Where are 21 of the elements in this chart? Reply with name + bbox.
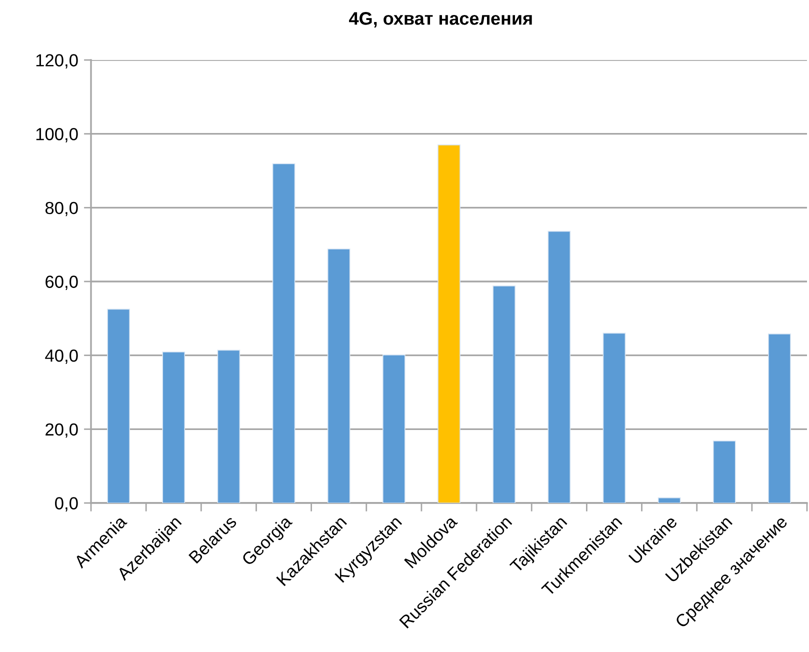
bar [438, 144, 460, 503]
bar [217, 350, 240, 503]
y-tick-label: 20,0 [46, 423, 78, 438]
y-tick-label: 80,0 [45, 202, 78, 216]
y-tick-label: 40,0 [45, 350, 78, 364]
y-tick-label: 60,0 [46, 276, 78, 290]
bar [658, 497, 681, 503]
bar [382, 354, 406, 503]
bar [327, 248, 350, 503]
bar [548, 230, 571, 503]
bar [492, 286, 516, 503]
bar [272, 163, 296, 503]
bar [712, 440, 736, 503]
bar [602, 332, 626, 503]
y-tick-label: 0,0 [55, 497, 78, 512]
bar [107, 308, 130, 503]
y-tick-label: 120,0 [36, 54, 78, 69]
y-tick-label: 100,0 [36, 128, 78, 142]
bar [162, 352, 186, 503]
bar [768, 334, 791, 503]
chart-title: 4G, охват населения [349, 12, 532, 28]
